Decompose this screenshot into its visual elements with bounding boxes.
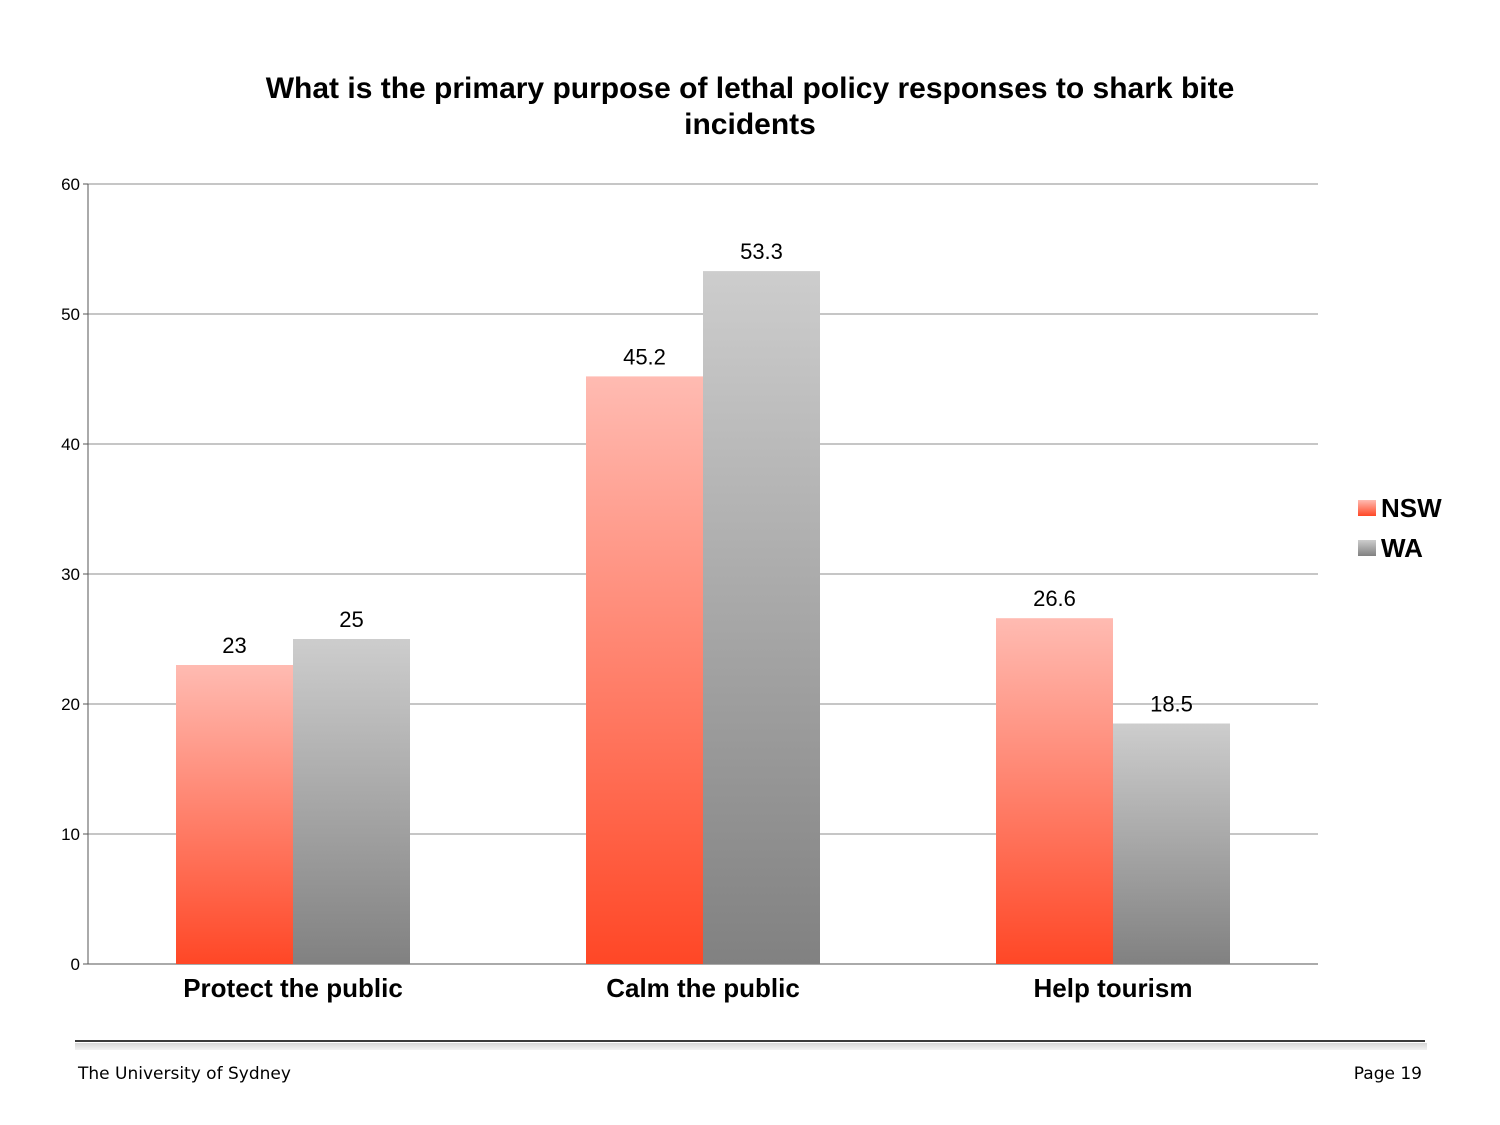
footer-divider xyxy=(75,1040,1425,1042)
y-tick-label: 10 xyxy=(61,825,80,844)
data-label: 53.3 xyxy=(740,239,783,264)
chart-title-line-2: incidents xyxy=(684,108,816,141)
footer-institution: The University of Sydney xyxy=(78,1064,291,1084)
data-label: 23 xyxy=(222,633,246,658)
x-category-label: Protect the public xyxy=(183,973,403,1003)
footer-divider-shadow xyxy=(75,1043,1427,1050)
y-tick-label: 0 xyxy=(71,955,80,974)
x-category-label: Help tourism xyxy=(1034,973,1193,1003)
chart-title-line-1: What is the primary purpose of lethal po… xyxy=(265,72,1235,105)
y-tick-label: 20 xyxy=(61,695,80,714)
y-tick-label: 50 xyxy=(61,305,80,324)
bar-wa-1 xyxy=(703,271,820,965)
x-category-label: Calm the public xyxy=(606,973,800,1003)
data-label: 26.6 xyxy=(1033,586,1076,611)
data-label: 45.2 xyxy=(623,344,666,369)
bar-wa-0 xyxy=(293,639,410,964)
bars xyxy=(176,271,1230,965)
legend-label-nsw: NSW xyxy=(1381,493,1442,523)
legend-swatch-wa xyxy=(1358,540,1376,556)
bar-nsw-2 xyxy=(996,618,1113,964)
legend-label-wa: WA xyxy=(1381,533,1423,563)
data-label: 25 xyxy=(339,607,363,632)
legend-swatch-nsw xyxy=(1358,500,1376,516)
y-tick-label: 30 xyxy=(61,565,80,584)
footer-page-number: Page 19 xyxy=(1353,1064,1422,1084)
legend: NSW WA xyxy=(1358,493,1442,563)
data-labels: 23 25 45.2 53.3 26.6 18.5 xyxy=(222,239,1193,716)
bar-wa-2 xyxy=(1113,723,1230,964)
y-tick-label: 40 xyxy=(61,435,80,454)
data-label: 18.5 xyxy=(1150,692,1193,717)
bar-nsw-0 xyxy=(176,665,293,964)
y-tick-label: 60 xyxy=(61,175,80,194)
bar-nsw-1 xyxy=(586,376,703,964)
